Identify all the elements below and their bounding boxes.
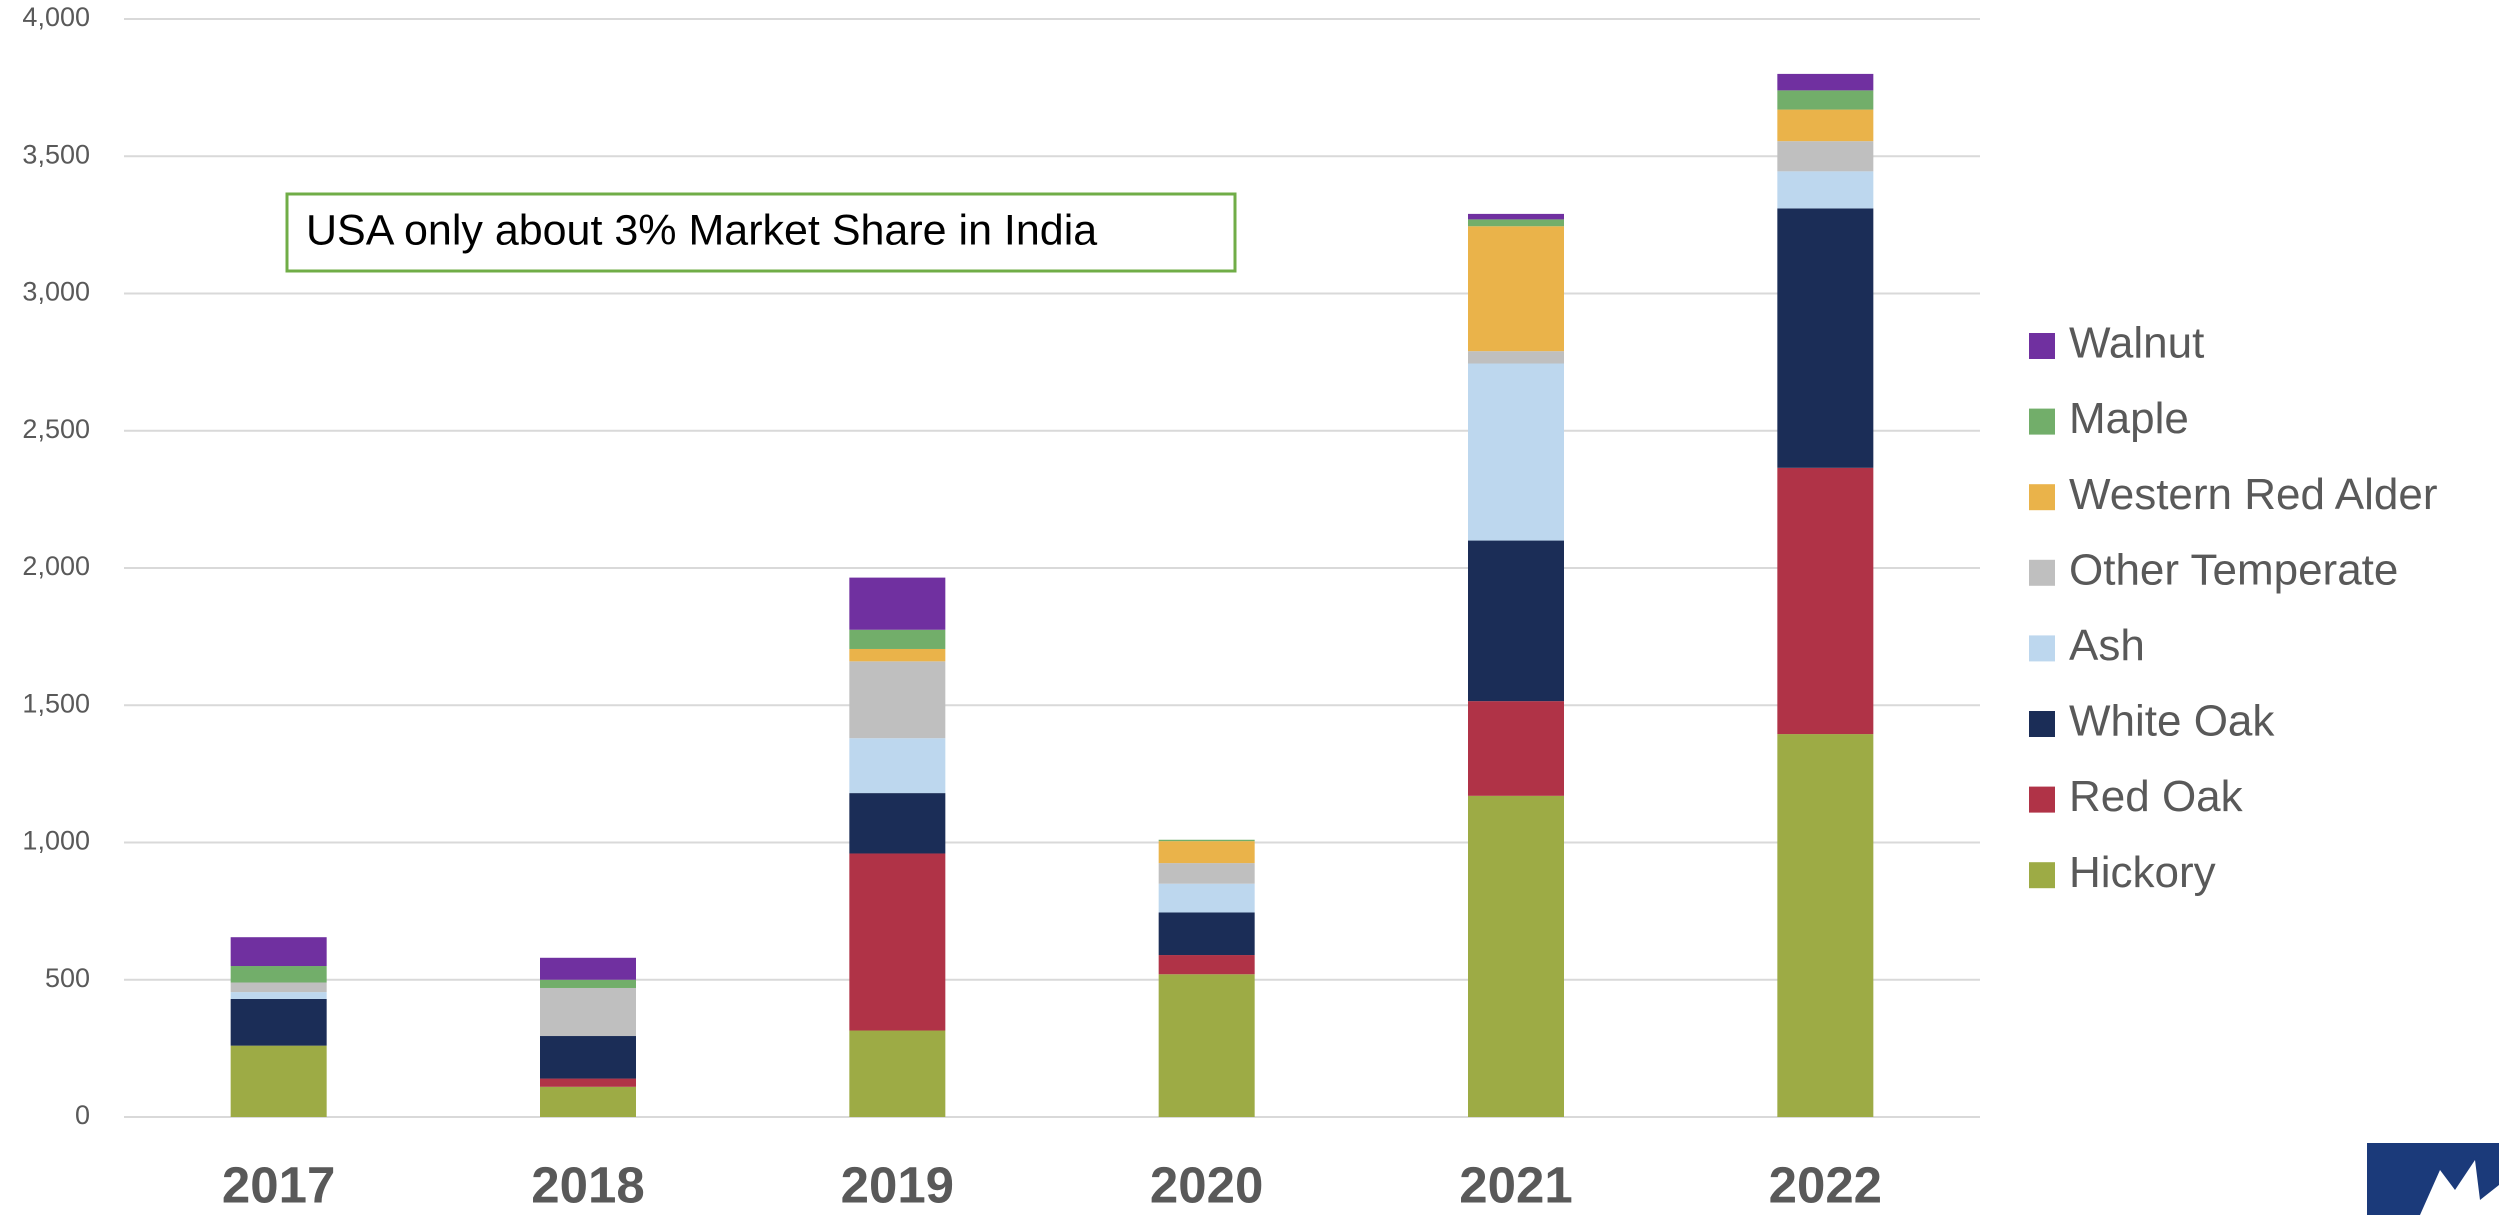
- bar-segment: [1777, 109, 1874, 142]
- bar-segment: [1777, 171, 1874, 209]
- legend-swatch: [2029, 559, 2055, 586]
- y-tick-label: 3,500: [22, 139, 90, 169]
- bar-segment: [849, 577, 946, 630]
- bar-segment: [1158, 912, 1255, 956]
- bar-segment: [540, 1036, 636, 1079]
- bar-segment: [1468, 701, 1564, 796]
- bar-segment: [230, 966, 327, 983]
- x-tick-label: 2017: [222, 1156, 335, 1213]
- bar-segment: [1777, 90, 1874, 110]
- bar-segment: [540, 1086, 636, 1117]
- y-tick-label: 3,000: [22, 277, 90, 307]
- bar-segment: [1158, 863, 1255, 884]
- bar-segment: [849, 1030, 946, 1117]
- bar-segment: [1468, 226, 1564, 352]
- bar-segment: [1158, 974, 1255, 1117]
- legend-label: White Oak: [2069, 697, 2275, 746]
- legend-label: Western Red Alder: [2069, 470, 2437, 519]
- bar-segment: [1777, 208, 1874, 468]
- legend-swatch: [2029, 333, 2055, 359]
- legend-swatch: [2029, 408, 2055, 435]
- annotation: USA only about 3% Market Share in India: [306, 206, 1097, 254]
- x-tick-label: 2019: [841, 1156, 954, 1213]
- legend-label: Other Temperate: [2069, 545, 2398, 594]
- bar-segment: [540, 957, 636, 980]
- bar-segment: [1468, 219, 1564, 227]
- bar-segment: [849, 629, 946, 649]
- bar-segment: [849, 661, 946, 739]
- bar-segment: [1158, 955, 1255, 975]
- x-tick-label: 2020: [1150, 1156, 1263, 1213]
- bar-segment: [1468, 363, 1564, 541]
- logo-leaf: [2420, 1160, 2499, 1215]
- legend-swatch: [2029, 862, 2055, 889]
- x-tick-label: 2022: [1769, 1156, 1882, 1213]
- logo: [2367, 1143, 2499, 1215]
- x-tick-label: 2018: [531, 1156, 644, 1213]
- y-tick-label: 0: [75, 1100, 90, 1130]
- annotation-box: [285, 192, 1237, 273]
- bar-segment: [849, 853, 946, 1031]
- bar-segment: [1777, 141, 1874, 172]
- bar-segment: [1468, 795, 1564, 1117]
- bar-segment: [230, 937, 327, 967]
- bar-segment: [1158, 883, 1255, 913]
- legend-label: Walnut: [2069, 319, 2204, 368]
- bar-segment: [230, 982, 327, 993]
- bar-segment: [1158, 839, 1255, 842]
- bar-segment: [849, 648, 946, 662]
- legend-label: Ash: [2069, 621, 2145, 670]
- y-tick-label: 500: [45, 963, 90, 993]
- bar-segment: [1468, 351, 1564, 364]
- legend-swatch: [2029, 786, 2055, 813]
- legend-label: Hickory: [2069, 848, 2216, 897]
- bar-segment: [849, 738, 946, 794]
- bar-segment: [540, 1078, 636, 1087]
- x-tick-label: 2021: [1459, 1156, 1572, 1213]
- bar-segment: [1777, 734, 1874, 1117]
- bar-segment: [540, 979, 636, 988]
- y-tick-label: 2,000: [22, 551, 90, 581]
- bar-segment: [1468, 540, 1564, 702]
- legend-swatch: [2029, 635, 2055, 662]
- legend-label: Maple: [2069, 394, 2189, 443]
- y-tick-label: 1,000: [22, 826, 90, 856]
- bar-segment: [540, 987, 636, 1037]
- bar-segment: [849, 793, 946, 854]
- bar-segment: [1777, 73, 1874, 91]
- bar-segment: [230, 1045, 327, 1117]
- legend-swatch: [2029, 711, 2055, 737]
- y-tick-label: 1,500: [22, 688, 90, 718]
- bar-segment: [1468, 213, 1564, 220]
- bar-segment: [230, 992, 327, 999]
- legend-label: Red Oak: [2069, 772, 2244, 821]
- y-tick-label: 2,500: [22, 414, 90, 444]
- y-tick-label: 4,000: [22, 2, 90, 32]
- bar-segment: [230, 998, 327, 1046]
- legend-swatch: [2029, 484, 2055, 511]
- bar-segment: [1777, 467, 1874, 735]
- bar-segment: [1158, 841, 1255, 864]
